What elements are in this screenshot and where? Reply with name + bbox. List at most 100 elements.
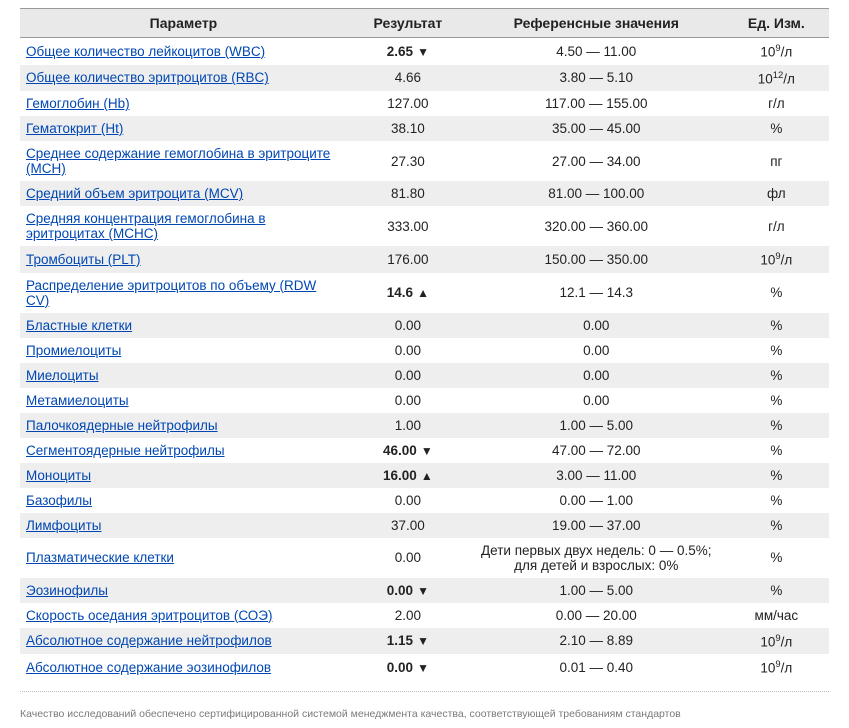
param-link[interactable]: Среднее содержание гемоглобина в эритроц…: [26, 146, 330, 176]
cell-param: Промиелоциты: [20, 338, 347, 363]
cell-reference: 0.00 — 1.00: [469, 488, 724, 513]
result-value: 27.30: [391, 154, 425, 169]
cell-unit: %: [724, 488, 829, 513]
param-link[interactable]: Средний объем эритроцита (MCV): [26, 186, 243, 201]
param-link[interactable]: Абсолютное содержание нейтрофилов: [26, 633, 272, 648]
cell-reference: 320.00 — 360.00: [469, 206, 724, 246]
cell-reference: 47.00 — 72.00: [469, 438, 724, 463]
cell-unit: пг: [724, 141, 829, 181]
table-row: Метамиелоциты 0.00 0.00%: [20, 388, 829, 413]
cell-unit: %: [724, 338, 829, 363]
footer-note: Качество исследований обеспечено сертифи…: [20, 706, 829, 720]
cell-reference: 0.00: [469, 338, 724, 363]
cell-unit: 109/л: [724, 628, 829, 655]
param-link[interactable]: Базофилы: [26, 493, 92, 508]
param-link[interactable]: Палочкоядерные нейтрофилы: [26, 418, 218, 433]
cell-result: 16.00▲: [347, 463, 469, 488]
param-link[interactable]: Распределение эритроцитов по объему (RDW…: [26, 278, 316, 308]
cell-result: 0.00: [347, 388, 469, 413]
cell-param: Гематокрит (Ht): [20, 116, 347, 141]
flag-down-icon: ▼: [417, 661, 429, 675]
result-value: 37.00: [391, 518, 425, 533]
cell-param: Бластные клетки: [20, 313, 347, 338]
cell-param: Тромбоциты (PLT): [20, 246, 347, 273]
cell-param: Среднее содержание гемоглобина в эритроц…: [20, 141, 347, 181]
param-link[interactable]: Абсолютное содержание эозинофилов: [26, 660, 271, 675]
cell-unit: %: [724, 116, 829, 141]
flag-down-icon: ▼: [417, 584, 429, 598]
cell-reference: 3.80 — 5.10: [469, 65, 724, 92]
result-value: 4.66: [395, 70, 421, 85]
cell-result: 37.00: [347, 513, 469, 538]
result-value: 0.00▼: [387, 660, 429, 675]
cell-reference: Дети первых двух недель: 0 — 0.5%;для де…: [469, 538, 724, 578]
cell-result: 81.80: [347, 181, 469, 206]
result-value: 0.00: [395, 368, 421, 383]
cell-result: 176.00: [347, 246, 469, 273]
result-value: 1.00: [395, 418, 421, 433]
param-link[interactable]: Сегментоядерные нейтрофилы: [26, 443, 225, 458]
cell-param: Палочкоядерные нейтрофилы: [20, 413, 347, 438]
cell-param: Общее количество лейкоцитов (WBC): [20, 38, 347, 65]
result-value: 1.15▼: [387, 633, 429, 648]
result-value: 2.65▼: [387, 44, 429, 59]
param-link[interactable]: Лимфоциты: [26, 518, 101, 533]
cell-result: 0.00: [347, 313, 469, 338]
cell-reference: 12.1 — 14.3: [469, 273, 724, 313]
cell-reference: 0.00: [469, 388, 724, 413]
cell-unit: %: [724, 388, 829, 413]
table-row: Гемоглобин (Hb)127.00117.00 — 155.00г/л: [20, 91, 829, 116]
cell-unit: %: [724, 513, 829, 538]
cell-reference: 2.10 — 8.89: [469, 628, 724, 655]
param-link[interactable]: Гемоглобин (Hb): [26, 96, 130, 111]
cell-param: Общее количество эритроцитов (RBC): [20, 65, 347, 92]
cell-result: 0.00: [347, 538, 469, 578]
cell-param: Абсолютное содержание эозинофилов: [20, 654, 347, 681]
cell-param: Плазматические клетки: [20, 538, 347, 578]
param-link[interactable]: Гематокрит (Ht): [26, 121, 123, 136]
cell-reference: 1.00 — 5.00: [469, 578, 724, 603]
result-value: 0.00: [395, 393, 421, 408]
param-link[interactable]: Скорость оседания эритроцитов (СОЭ): [26, 608, 272, 623]
header-ref: Референсные значения: [469, 9, 724, 38]
param-link[interactable]: Промиелоциты: [26, 343, 121, 358]
cell-unit: 109/л: [724, 654, 829, 681]
cell-param: Средняя концентрация гемоглобина в эритр…: [20, 206, 347, 246]
cell-param: Моноциты: [20, 463, 347, 488]
result-value: 127.00: [387, 96, 428, 111]
param-link[interactable]: Общее количество эритроцитов (RBC): [26, 70, 269, 85]
table-row: Средний объем эритроцита (MCV)81.8081.00…: [20, 181, 829, 206]
cell-result: 2.65▼: [347, 38, 469, 65]
cell-param: Средний объем эритроцита (MCV): [20, 181, 347, 206]
cell-reference: 0.00: [469, 363, 724, 388]
cell-unit: %: [724, 273, 829, 313]
param-link[interactable]: Тромбоциты (PLT): [26, 252, 141, 267]
result-value: 0.00: [395, 550, 421, 565]
cell-unit: %: [724, 313, 829, 338]
param-link[interactable]: Общее количество лейкоцитов (WBC): [26, 44, 265, 59]
table-row: Средняя концентрация гемоглобина в эритр…: [20, 206, 829, 246]
cell-reference: 117.00 — 155.00: [469, 91, 724, 116]
footer-divider: [20, 691, 829, 692]
table-row: Абсолютное содержание эозинофилов0.00▼0.…: [20, 654, 829, 681]
cell-param: Метамиелоциты: [20, 388, 347, 413]
param-link[interactable]: Миелоциты: [26, 368, 99, 383]
cell-unit: 1012/л: [724, 65, 829, 92]
param-link[interactable]: Эозинофилы: [26, 583, 108, 598]
cell-unit: %: [724, 438, 829, 463]
param-link[interactable]: Метамиелоциты: [26, 393, 129, 408]
param-link[interactable]: Плазматические клетки: [26, 550, 174, 565]
param-link[interactable]: Моноциты: [26, 468, 91, 483]
table-row: Моноциты16.00▲3.00 — 11.00%: [20, 463, 829, 488]
header-param: Параметр: [20, 9, 347, 38]
cell-result: 127.00: [347, 91, 469, 116]
cell-reference: 0.00 — 20.00: [469, 603, 724, 628]
header-unit: Ед. Изм.: [724, 9, 829, 38]
param-link[interactable]: Бластные клетки: [26, 318, 132, 333]
lab-results-table: Параметр Результат Референсные значения …: [20, 8, 829, 681]
table-header-row: Параметр Результат Референсные значения …: [20, 9, 829, 38]
cell-result: 333.00: [347, 206, 469, 246]
param-link[interactable]: Средняя концентрация гемоглобина в эритр…: [26, 211, 266, 241]
table-row: Плазматические клетки 0.00 Дети первых дву…: [20, 538, 829, 578]
table-row: Эозинофилы0.00▼1.00 — 5.00%: [20, 578, 829, 603]
